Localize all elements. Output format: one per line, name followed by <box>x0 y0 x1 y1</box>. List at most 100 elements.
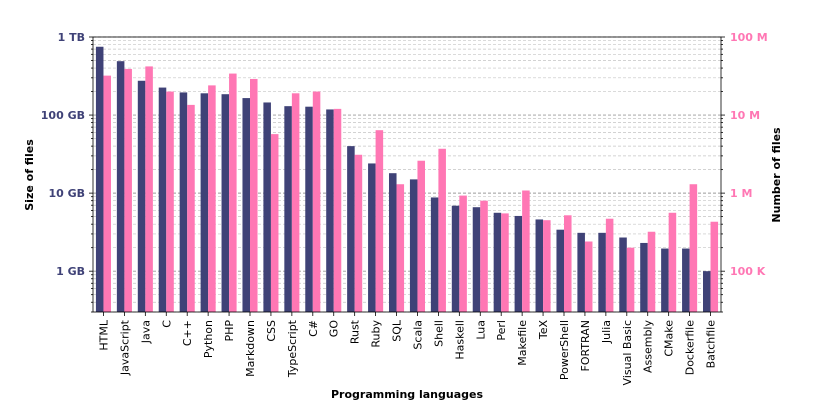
x-tick-label: JavaScript <box>118 319 131 376</box>
bar-count <box>438 148 446 312</box>
bar-count <box>647 231 656 312</box>
x-tick-label: SQL <box>391 319 404 342</box>
left-tick-label: 10 GB <box>48 187 85 200</box>
bar-size <box>95 46 104 312</box>
right-axis: 100 K 1 M 10 M 100 M <box>721 31 768 313</box>
bar-count <box>501 213 509 312</box>
bar-count <box>291 93 300 312</box>
bar-count <box>208 85 216 312</box>
bar-count <box>354 154 363 312</box>
x-tick-label: TeX <box>537 320 550 341</box>
x-tick-label: TypeScript <box>286 319 299 378</box>
bar-size <box>200 93 209 312</box>
x-tick-label: Ruby <box>370 320 383 348</box>
bar-size <box>158 87 167 312</box>
x-tick-label: GO <box>328 320 341 338</box>
bar-size <box>493 212 502 312</box>
bar-count <box>605 218 614 312</box>
left-axis: 1 GB 10 GB 100 GB 1 TB <box>41 31 93 313</box>
x-tick-label: PowerShell <box>558 320 571 380</box>
x-axis-label: Programming languages <box>331 388 483 401</box>
bar-count <box>626 247 635 312</box>
bar-size <box>702 271 711 312</box>
bar-size <box>305 106 313 312</box>
y-axis-right-label: Number of files <box>770 127 783 223</box>
x-tick-label: C# <box>307 320 320 337</box>
bar-size <box>682 248 690 312</box>
y-axis-left-label: Size of files <box>23 139 36 211</box>
right-tick-label: 10 M <box>730 109 760 122</box>
x-tick-label: CMake <box>663 320 676 357</box>
x-tick-label: CSS <box>265 320 278 342</box>
bars <box>95 46 719 313</box>
x-tick-label: C++ <box>181 320 194 346</box>
left-tick-label: 100 GB <box>41 109 85 122</box>
bar-size <box>514 215 523 312</box>
bar-count <box>459 195 467 312</box>
bar-count <box>480 200 488 312</box>
bar-count <box>229 73 237 312</box>
bar-count <box>166 91 174 312</box>
x-tick-label: Assembly <box>642 320 655 374</box>
x-tick-label: C <box>160 320 173 328</box>
bar-count <box>187 104 195 313</box>
x-tick-label: Haskell <box>453 320 466 360</box>
bar-count <box>270 134 279 312</box>
right-tick-label: 1 M <box>730 187 752 200</box>
x-tick-label: Julia <box>600 320 613 344</box>
bar-size <box>368 163 376 312</box>
x-axis: HTML JavaScript Java C C++ Python PHP Markdown C… <box>97 312 718 385</box>
bar-count <box>396 184 405 312</box>
bar-count <box>103 75 112 312</box>
x-tick-label: Lua <box>474 320 487 340</box>
x-tick-label: Shell <box>432 320 445 347</box>
bar-size <box>221 94 230 313</box>
bar-size <box>640 242 648 312</box>
bar-count <box>710 221 719 312</box>
bar-size <box>263 102 271 312</box>
x-tick-label: Rust <box>349 319 362 344</box>
left-tick-label: 1 TB <box>58 31 85 44</box>
bar-size <box>619 237 627 312</box>
bar-size <box>430 197 439 312</box>
x-tick-label: Batchfile <box>705 320 718 369</box>
bar-size <box>284 106 292 312</box>
bar-count <box>417 160 426 312</box>
x-tick-label: Scala <box>411 320 424 350</box>
plot-frame <box>92 36 722 313</box>
x-tick-label: Makefile <box>516 320 529 366</box>
x-tick-label: Perl <box>495 320 508 341</box>
bar-size <box>242 98 250 313</box>
bar-size <box>661 248 669 312</box>
bar-size <box>347 146 355 312</box>
bar-count <box>584 241 593 312</box>
x-tick-label: PHP <box>223 320 236 342</box>
bar-size <box>598 232 606 312</box>
bar-count <box>668 212 677 312</box>
left-tick-label: 1 GB <box>56 265 85 278</box>
bar-count <box>312 91 321 312</box>
bar-size <box>179 92 188 313</box>
x-tick-label: Python <box>202 320 215 358</box>
bar-count <box>124 68 132 313</box>
bar-size <box>535 219 544 312</box>
bar-count <box>375 130 384 312</box>
bar-size <box>472 207 481 312</box>
bar-count <box>522 190 530 312</box>
bar-count <box>543 220 551 312</box>
x-tick-label: HTML <box>97 319 110 350</box>
bar-size <box>137 80 146 312</box>
bar-size <box>388 173 397 312</box>
right-tick-label: 100 M <box>730 31 768 44</box>
bar-count <box>250 78 258 312</box>
bar-count <box>145 66 153 312</box>
bar-size <box>116 61 125 312</box>
x-tick-label: Java <box>139 320 152 344</box>
right-tick-label: 100 K <box>730 265 766 278</box>
bar-size <box>556 229 564 312</box>
bar-count <box>564 215 572 312</box>
bar-size <box>326 109 334 312</box>
bar-size <box>451 205 460 312</box>
x-tick-label: Markdown <box>244 320 257 377</box>
